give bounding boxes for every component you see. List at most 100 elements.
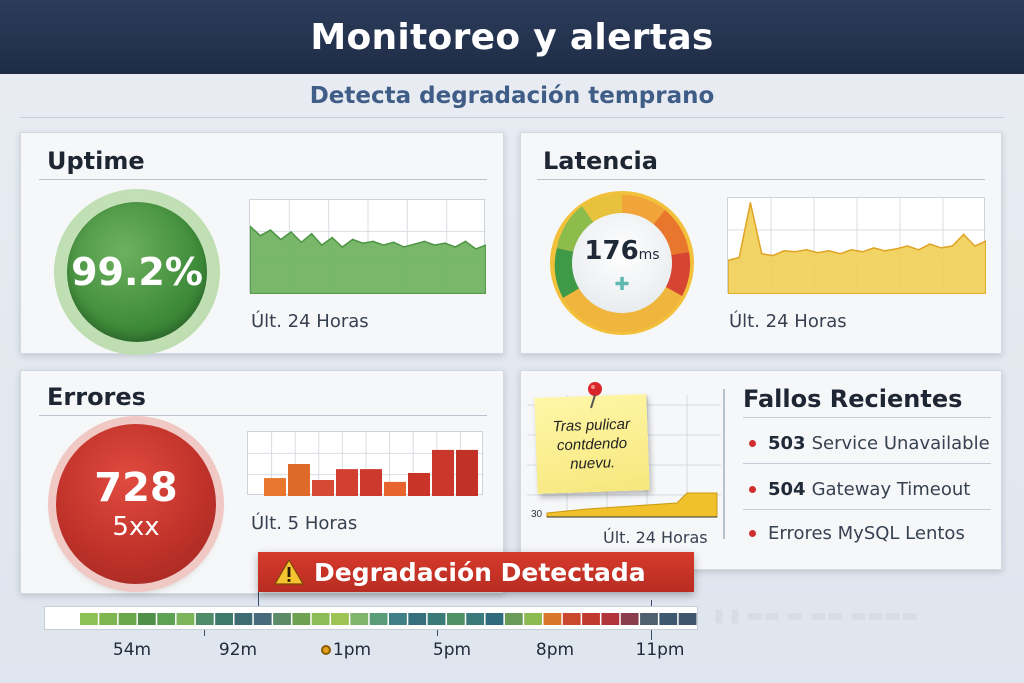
timeline-segment (543, 613, 562, 625)
timeline-segment (157, 613, 176, 625)
series-point (331, 236, 333, 239)
pushpin-icon (588, 382, 602, 409)
series-point (973, 245, 976, 247)
timeline-segment (176, 613, 195, 625)
series-point (850, 249, 853, 251)
timeline-segment (273, 613, 291, 625)
failure-text: Gateway Timeout (811, 479, 971, 500)
uptime-chart[interactable] (249, 199, 487, 295)
series-point (929, 243, 931, 245)
error-bar (408, 472, 430, 496)
error-bar (384, 481, 406, 496)
timeline-segment (311, 613, 330, 625)
alert-label: Degradación Detectada (314, 557, 646, 587)
series-point (873, 247, 875, 249)
timeline-segment (562, 613, 581, 625)
series-point (433, 244, 436, 246)
series-point (805, 249, 808, 251)
timeline-segment (292, 613, 311, 625)
failure-item-504[interactable]: 504 Gateway Timeout (749, 479, 970, 500)
series-point (895, 248, 898, 250)
event-timeline[interactable] (44, 606, 698, 630)
latency-caption: Últ. 24 Horas (729, 311, 847, 332)
error-bar (312, 480, 334, 496)
timeline-segment (659, 613, 678, 625)
header-divider (20, 117, 1004, 118)
series-point (783, 250, 785, 252)
uptime-title: Uptime (47, 147, 145, 175)
timeline-segment (582, 613, 600, 625)
error-bar (264, 478, 286, 496)
errors-badge: 728 5xx (56, 424, 216, 584)
failure-text: Service Unavailable (811, 433, 990, 454)
errors-value: 728 (94, 465, 178, 511)
error-bar (456, 449, 478, 496)
latency-unit: ms (638, 247, 660, 263)
latency-gauge (550, 191, 694, 335)
timeline-segment (80, 613, 98, 625)
failures-chart-caption: Últ. 24 Horas (603, 528, 708, 547)
warning-icon (274, 559, 304, 585)
error-dot-icon (749, 486, 756, 493)
series-point (772, 254, 774, 257)
timeline-segment (195, 613, 214, 625)
errors-caption: Últ. 5 Horas (251, 513, 358, 534)
timeline-current-dot-icon (321, 645, 331, 655)
series-point (259, 234, 262, 237)
series-point (940, 247, 942, 249)
timeline-marker (258, 592, 259, 606)
series-point (727, 259, 729, 262)
uptime-value: 99.2% (67, 202, 207, 342)
failures-card[interactable]: 30 Tras pulicar contdendo nuevu. Últ. 24… (520, 370, 1002, 570)
failure-text: Errores MySQL Lentos (768, 523, 965, 544)
series-point (310, 233, 313, 235)
uptime-gauge: 99.2% (54, 189, 220, 355)
failure-item-503[interactable]: 503 Service Unavailable (749, 433, 990, 454)
series-point (372, 240, 374, 243)
series-point (951, 245, 954, 247)
timeline-label: 54m (112, 640, 152, 660)
timeline-segment (215, 613, 233, 625)
uptime-caption: Últ. 24 Horas (251, 311, 369, 332)
error-dot-icon (749, 440, 756, 447)
series-point (839, 252, 841, 255)
series-point (464, 240, 467, 243)
series-point (279, 238, 282, 241)
failure-divider (743, 509, 991, 510)
degradation-alert-banner[interactable]: Degradación Detectada (258, 552, 694, 592)
series-point (828, 250, 830, 252)
series-point (351, 238, 354, 241)
error-bar (336, 469, 358, 496)
latency-card[interactable]: Latencia 176ms ✚ Últ. 24 Horas (520, 132, 1002, 354)
uptime-area-chart (249, 200, 487, 295)
timeline-label: 92m (218, 640, 258, 660)
header-bar: Monitoreo y alertas (0, 0, 1024, 74)
timeline-segment (234, 613, 253, 625)
timeline-segment (446, 613, 465, 625)
timeline-segment (620, 613, 639, 625)
series-point (749, 202, 752, 204)
series-point (362, 242, 364, 245)
series-point (816, 251, 819, 254)
uptime-card[interactable]: Uptime 99.2% Últ. 24 Horas (20, 132, 504, 355)
timeline-segment (601, 613, 620, 625)
series-point (906, 245, 909, 247)
series-point (382, 244, 385, 246)
errors-chart[interactable] (247, 431, 484, 496)
errors-bar-chart (248, 432, 484, 496)
timeline-segment (504, 613, 523, 625)
series-point (423, 240, 426, 243)
page-subtitle: Detecta degradación temprano (309, 83, 715, 109)
errors-title: Errores (47, 383, 146, 411)
failure-item-mysql[interactable]: Errores MySQL Lentos (749, 523, 965, 544)
series-point (321, 244, 323, 246)
series-point (760, 252, 763, 255)
series-point (917, 249, 920, 251)
timeline-label: 1pm (332, 640, 372, 660)
timeline-segment (253, 613, 272, 625)
timeline-label: 11pm (635, 640, 685, 660)
timeline-segment (389, 613, 407, 625)
latency-chart[interactable] (727, 197, 987, 295)
timeline-label: 8pm (535, 640, 575, 660)
gauge-pointer-icon: ✚ (614, 274, 630, 294)
